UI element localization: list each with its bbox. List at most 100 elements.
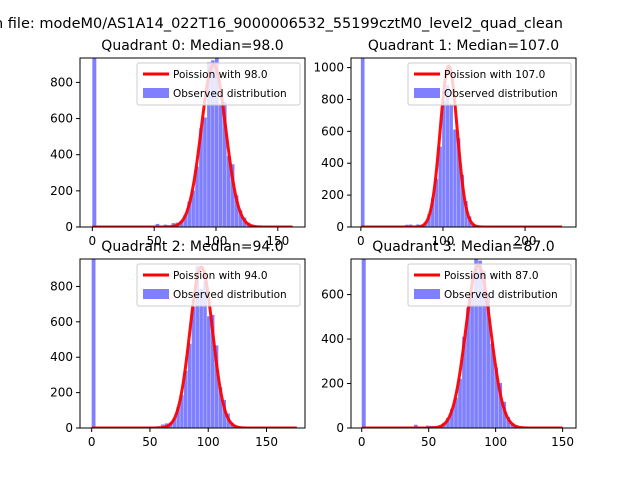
y-tick-label: 400 <box>321 332 344 346</box>
histogram-bar <box>494 367 499 428</box>
histogram-bar <box>431 197 435 227</box>
histogram-bar-zero <box>92 58 97 227</box>
histogram-bar <box>207 316 211 428</box>
histogram-bar <box>187 343 192 428</box>
histogram-bar <box>210 314 215 428</box>
x-tick-label: 150 <box>551 435 574 449</box>
histogram-bar-zero <box>361 259 366 428</box>
histogram-bar <box>222 399 227 428</box>
legend-hist-label: Observed distribution <box>173 88 287 100</box>
legend-fit-label: Poission with 87.0 <box>444 270 539 282</box>
histogram-bar <box>460 174 465 227</box>
figure-suptitle: n file: modeM0/AS1A14_022T16_9000006532_… <box>0 16 563 32</box>
x-tick-label: 100 <box>205 234 228 248</box>
histogram-bar <box>203 280 207 428</box>
chart-title: Quadrant 2: Median=94.0 <box>101 239 283 255</box>
x-tick-label: 0 <box>358 435 366 449</box>
chart-panel-3: 0 50 100 150 0 200 400 600 Quadrant 3: Median=87… <box>321 239 577 449</box>
histogram-bar <box>442 101 446 227</box>
x-tick-label: 150 <box>266 234 289 248</box>
histogram-bar <box>238 210 243 227</box>
histogram-bar <box>486 293 490 428</box>
legend-fit-label: Poission with 98.0 <box>173 69 268 81</box>
x-tick-label: 100 <box>432 234 455 248</box>
legend-hist-swatch <box>143 88 169 98</box>
histogram-bar <box>172 418 176 428</box>
histogram-bar <box>218 105 223 227</box>
chart-panel-2: 0 50 100 150 0 200 400 600 800 Quadrant 2: Median… <box>50 239 306 449</box>
axes-frame <box>79 258 306 429</box>
histogram-bar <box>413 424 418 428</box>
y-tick-label: 800 <box>50 279 73 293</box>
histogram-bar <box>454 397 458 428</box>
legend: Poission with 98.0 Observed distribution <box>136 62 301 106</box>
axes-frame <box>79 57 306 228</box>
x-tick-label: 100 <box>484 435 507 449</box>
histogram-bar <box>199 288 203 428</box>
histogram-bar <box>462 336 466 428</box>
histogram-bar <box>226 155 231 227</box>
y-tick-label: 1000 <box>313 61 344 75</box>
chart-panel-0: 0 50 100 150 0 200 400 600 800 Quadrant 0: Median… <box>50 38 306 248</box>
histogram-bar <box>176 407 180 428</box>
histogram-bar <box>450 408 454 428</box>
x-tick-label: 50 <box>142 435 157 449</box>
histogram-bar <box>191 306 196 428</box>
histogram-bar <box>456 138 461 227</box>
histogram-bar <box>490 343 495 428</box>
histogram-bar <box>187 201 191 227</box>
histogram-bar <box>470 297 474 428</box>
histogram-bar <box>195 166 199 227</box>
x-tick-label: 150 <box>255 435 278 449</box>
legend-hist-label: Observed distribution <box>173 289 287 301</box>
histogram-bar <box>427 213 431 227</box>
y-tick-label: 800 <box>50 75 73 89</box>
y-tick-label: 800 <box>321 92 344 106</box>
histogram-bar <box>195 265 200 428</box>
histogram-bar-zero <box>91 259 96 428</box>
legend-fit-label: Poission with 94.0 <box>173 270 268 282</box>
chart-title: Quadrant 0: Median=98.0 <box>101 38 283 54</box>
histogram-bar <box>445 85 450 227</box>
legend-hist-swatch <box>143 289 169 299</box>
y-tick-label: 600 <box>50 315 73 329</box>
histogram-bar <box>183 370 188 428</box>
histogram-bar <box>474 259 478 428</box>
poisson-fit-line <box>359 64 564 227</box>
histogram-bar <box>506 416 511 428</box>
legend-fit-label: Poission with 107.0 <box>444 69 545 81</box>
histogram-bar <box>199 128 203 227</box>
histogram-bar-zero <box>360 58 365 227</box>
histogram-bar <box>191 190 195 227</box>
legend-hist-swatch <box>414 289 440 299</box>
histogram-bar <box>458 378 462 428</box>
histogram-bar <box>214 345 219 428</box>
x-tick-label: 100 <box>197 435 220 449</box>
legend-hist-label: Observed distribution <box>444 289 558 301</box>
y-tick-label: 0 <box>336 220 344 234</box>
legend-hist-label: Observed distribution <box>444 88 558 100</box>
histogram-bar <box>222 102 227 227</box>
y-tick-label: 600 <box>321 124 344 138</box>
axes-frame <box>350 258 577 429</box>
y-tick-label: 400 <box>50 350 73 364</box>
histogram-bar <box>211 60 215 227</box>
y-tick-label: 200 <box>321 188 344 202</box>
histogram-bar <box>502 401 507 428</box>
histogram-bar <box>453 129 457 227</box>
histogram-bar <box>434 178 439 227</box>
histogram-bar <box>207 62 211 227</box>
legend-box <box>407 263 572 307</box>
histogram-bar <box>446 417 450 428</box>
histogram-bar <box>180 395 184 428</box>
x-tick-label: 0 <box>89 234 97 248</box>
y-tick-label: 400 <box>50 148 73 162</box>
histogram-bar <box>230 164 235 227</box>
y-tick-label: 0 <box>65 421 73 435</box>
histogram-bar <box>464 201 468 227</box>
legend-hist-swatch <box>414 88 440 98</box>
y-tick-label: 600 <box>50 112 73 126</box>
y-tick-label: 200 <box>50 386 73 400</box>
histogram-bar <box>215 58 219 227</box>
x-tick-label: 200 <box>514 234 537 248</box>
